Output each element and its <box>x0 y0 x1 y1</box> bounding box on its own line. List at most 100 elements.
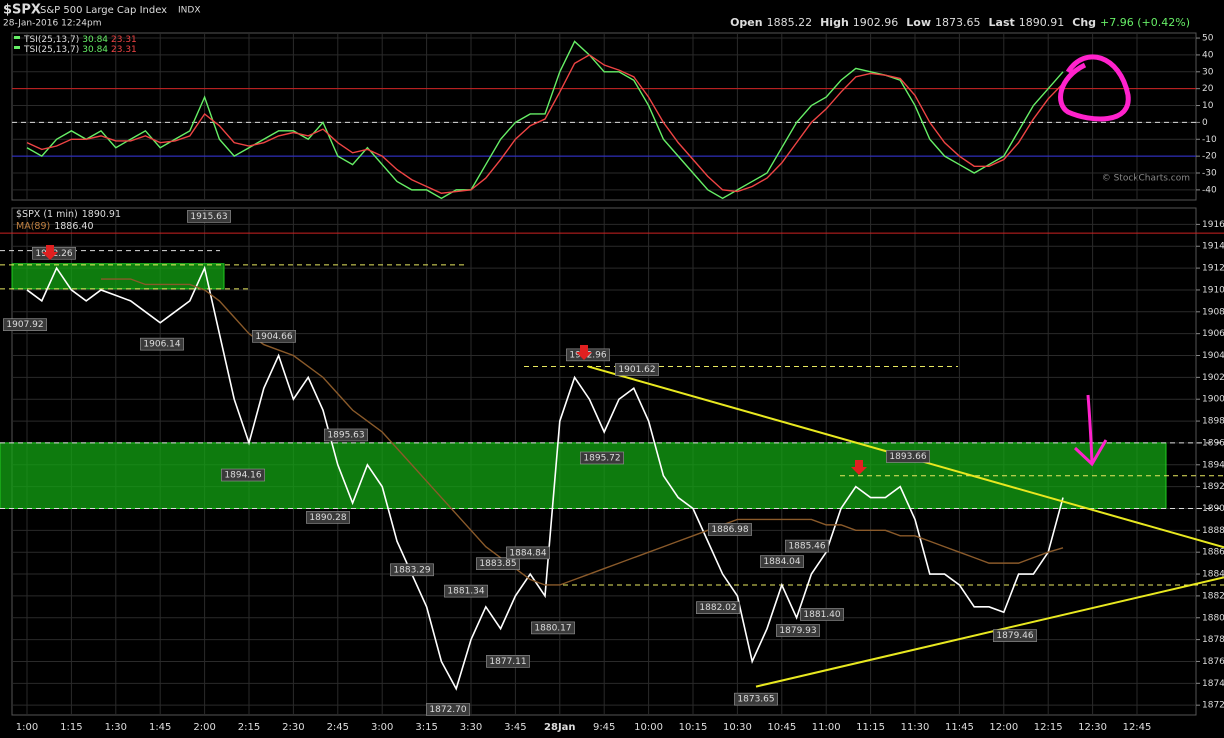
price-label-text: 1893.66 <box>889 452 926 462</box>
highlight-circle <box>1058 54 1131 122</box>
price-label-text: 1882.02 <box>699 603 736 613</box>
price-label: 1873.65 <box>734 692 778 706</box>
x-tick-label: 11:15 <box>856 722 885 733</box>
quote: Open 1885.22 High 1902.96 Low 1873.65 Last 1890… <box>730 16 1190 29</box>
series-line <box>26 265 1064 691</box>
x-tick-label: 10:00 <box>634 722 663 733</box>
price-label-box <box>3 318 47 331</box>
x-tick-label: 1:00 <box>16 722 38 733</box>
x-tick-label: 3:15 <box>415 722 437 733</box>
price-label: 1893.66 <box>886 450 930 463</box>
quote-key: Low <box>906 16 931 29</box>
legend-swatch <box>14 36 20 39</box>
price-label-box <box>252 329 296 343</box>
legend-value: 30.84 <box>82 45 108 55</box>
x-tick-label: 10:45 <box>767 722 796 733</box>
y-tick-label: 1914 <box>1202 242 1224 252</box>
price-label: 1885.46 <box>785 539 829 553</box>
price-label: 1895.63 <box>324 428 368 442</box>
legend-entry: $SPX (1 min) 1890.91 <box>16 209 121 220</box>
y-tick-label: 1912 <box>1202 264 1224 274</box>
legend-value: 23.31 <box>111 35 137 45</box>
legend-entry: MA(89) 1886.40 <box>16 221 94 232</box>
price-label: 1872.70 <box>426 703 470 716</box>
y-tick-label: 10 <box>1202 101 1214 111</box>
legend-name: MA(89) <box>16 221 50 232</box>
date: 28-Jan-2016 12:24pm <box>3 19 102 29</box>
price-label-box <box>187 210 231 223</box>
price-label-text: 1894.16 <box>224 471 261 481</box>
x-tick-label: 10:30 <box>723 722 752 733</box>
legend-name: $SPX (1 min) <box>16 209 78 220</box>
price-label-box <box>324 428 368 442</box>
y-tick-label: 1904 <box>1202 351 1224 361</box>
price-label: 1877.11 <box>486 655 530 668</box>
x-tick-label: 10:15 <box>679 722 708 733</box>
y-tick-label: -40 <box>1202 185 1217 195</box>
y-tick-label: 1916 <box>1202 220 1224 230</box>
index-name: S&P 500 Large Cap Index <box>40 5 167 16</box>
x-tick-label: 2:30 <box>282 722 304 733</box>
x-tick-label: 1:45 <box>149 722 171 733</box>
y-tick-label: 1882 <box>1202 591 1224 601</box>
price-label-text: 1895.63 <box>327 430 364 440</box>
price-label-text: 1879.93 <box>779 626 816 636</box>
price-label-text: 1901.62 <box>618 365 655 375</box>
price-label: 1879.46 <box>993 629 1037 642</box>
x-tick-label: 11:45 <box>945 722 974 733</box>
legend-name: TSI(25,13,7) <box>23 35 79 45</box>
price-label-box <box>506 546 550 560</box>
x-tick-label: 9:45 <box>593 722 615 733</box>
price-label: 1890.28 <box>306 511 350 524</box>
price-label-box <box>800 608 844 621</box>
price-label: 1882.02 <box>696 601 740 614</box>
price-label-box <box>776 624 820 637</box>
y-tick-label: 1874 <box>1202 679 1224 689</box>
y-tick-label: 40 <box>1202 50 1214 60</box>
price-label: 1884.04 <box>760 555 804 568</box>
x-tick-label: 3:00 <box>371 722 393 733</box>
y-tick-label: 1890 <box>1202 504 1224 514</box>
price-label-box <box>486 655 530 668</box>
price-label-text: 1904.66 <box>255 332 292 342</box>
y-tick-label: 1872 <box>1202 701 1224 711</box>
price-label-box <box>221 468 265 482</box>
price-label-box <box>760 555 804 568</box>
price-label-box <box>696 601 740 614</box>
quote-value: 1902.96 <box>853 16 899 29</box>
y-tick-label: 1892 <box>1202 482 1224 492</box>
price-label: 1894.16 <box>221 468 265 482</box>
y-tick-label: 1908 <box>1202 307 1224 317</box>
price-label: 1883.85 <box>476 557 520 570</box>
x-tick-label: 1:30 <box>105 722 127 733</box>
legend-entry: TSI(25,13,7) 30.84 23.31 <box>23 45 137 55</box>
price-label: 1886.98 <box>708 523 752 536</box>
symbol: $SPX <box>3 3 41 18</box>
price-label-text: 1886.98 <box>711 525 748 535</box>
y-tick-label: -20 <box>1202 152 1217 162</box>
sell-arrow <box>42 245 58 260</box>
y-tick-label: 1876 <box>1202 657 1224 667</box>
quote-value: 1885.22 <box>767 16 813 29</box>
quote-key: Open <box>730 16 763 29</box>
price-label-box <box>444 584 488 598</box>
sell-arrow <box>576 345 592 360</box>
legend-value: 1890.91 <box>82 209 121 220</box>
y-tick-label: 1902 <box>1202 373 1224 383</box>
y-tick-label: -10 <box>1202 135 1217 145</box>
price-label-text: 1906.14 <box>143 340 180 350</box>
x-tick-label: 3:45 <box>504 722 526 733</box>
x-tick-label: 2:15 <box>238 722 260 733</box>
price-label-box <box>734 692 778 706</box>
y-tick-label: 20 <box>1202 84 1214 94</box>
y-tick-label: 1898 <box>1202 417 1224 427</box>
y-tick-label: 1906 <box>1202 329 1224 339</box>
x-tick-label: 12:15 <box>1034 722 1063 733</box>
price-label-box <box>785 539 829 553</box>
price-label: 1895.72 <box>580 451 624 465</box>
legend-value: 23.31 <box>111 45 137 55</box>
x-tick-label: 3:30 <box>460 722 482 733</box>
signals <box>42 54 1131 475</box>
price-label-box <box>390 563 434 577</box>
y-tick-label: 1888 <box>1202 526 1224 536</box>
